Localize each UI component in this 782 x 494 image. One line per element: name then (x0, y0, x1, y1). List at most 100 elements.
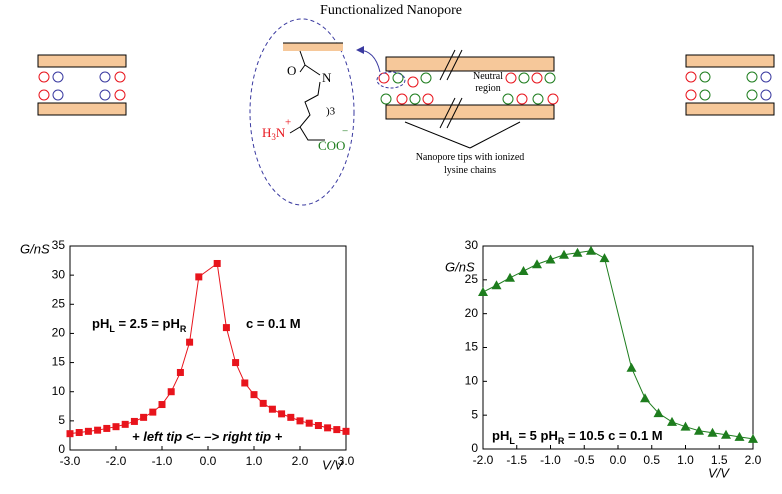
atom-part: H (262, 125, 271, 140)
annotation: + left tip <– –> right tip + (132, 429, 283, 444)
marker (707, 427, 718, 437)
charges (38, 71, 126, 101)
annotation-part: c = 0.1 M (246, 316, 301, 331)
plot-frame (482, 245, 754, 450)
y-tick-label: 5 (471, 407, 478, 421)
marker (241, 379, 249, 387)
marker (342, 427, 350, 435)
marker (305, 419, 313, 427)
y-tick-label: 0 (58, 442, 65, 456)
x-tick-label: 3.0 (338, 454, 355, 468)
marker (176, 368, 184, 376)
annotation-part: L (109, 324, 115, 334)
marker (586, 245, 596, 255)
marker (222, 324, 230, 332)
x-tick-label: -3.0 (60, 454, 81, 468)
charges (699, 71, 758, 101)
y-tick-label: 10 (465, 374, 479, 388)
annotation-part: pH (492, 428, 509, 443)
annotation-part: R (558, 436, 565, 446)
marker (296, 417, 304, 425)
bonds (283, 42, 343, 141)
arrowhead (356, 46, 364, 54)
annotation: c = 0.1 M (246, 316, 301, 331)
marker (213, 259, 221, 267)
annotation-part: R (180, 324, 187, 334)
label: Nanopore tips with ionized lysine chains (416, 152, 525, 176)
x-tick-label: -2.0 (473, 453, 494, 467)
label-line: lysine chains (444, 165, 496, 176)
charges (760, 71, 772, 101)
marker (268, 405, 276, 413)
atom: − (342, 126, 348, 138)
marker (158, 401, 166, 409)
y-tick-label: 5 (58, 413, 65, 427)
marker (149, 408, 157, 416)
x-tick-label: -1.0 (152, 454, 173, 468)
marker (130, 417, 138, 425)
marker (195, 273, 203, 281)
marker (75, 429, 83, 437)
pore-wall (385, 104, 555, 120)
atom: N (322, 70, 332, 85)
annotation-part: L (509, 436, 515, 446)
annotation: pHL = 5 pHR = 10.5 c = 0.1 M (492, 428, 663, 446)
annotation-part: = 2.5 = pH (115, 316, 180, 331)
marker (121, 420, 129, 428)
label-line: region (475, 83, 501, 94)
pore-wall (385, 56, 555, 72)
marker (84, 427, 92, 435)
diagram: Functionalized Nanopore (37, 3, 775, 206)
marker (94, 426, 102, 434)
marker (287, 413, 295, 421)
marker (112, 423, 120, 431)
pore-wall (283, 43, 343, 51)
atom: + (285, 117, 291, 129)
charges (685, 71, 697, 101)
atom: COO (318, 138, 345, 153)
marker (314, 422, 322, 430)
marker (478, 287, 488, 297)
marker (748, 433, 758, 443)
marker (572, 247, 583, 257)
break-mark (439, 49, 456, 81)
marker (333, 426, 341, 434)
marker (66, 430, 74, 438)
pore-wall (685, 54, 775, 68)
marker (505, 272, 515, 282)
marker (278, 410, 286, 418)
plot: 0 5 10 15 20 25 30 -2.0 -1.5 -1.0 -0.5 0.0 0.5 1.0 1.5… (445, 238, 762, 480)
y-axis-label: G/nS (20, 241, 50, 256)
x-tick-label: 1.5 (711, 453, 728, 467)
marker (532, 259, 542, 269)
pore-wall (37, 102, 127, 116)
atom: O (287, 63, 296, 78)
charges (52, 71, 111, 101)
marker (518, 266, 529, 276)
y-tick-label: 0 (471, 441, 478, 455)
marker (680, 421, 691, 431)
y-tick-label: 15 (52, 355, 66, 369)
atom: )3 (326, 106, 336, 118)
marker (491, 280, 502, 290)
x-tick-label: 0.5 (643, 453, 660, 467)
atom-part: N (276, 125, 286, 140)
marker (232, 359, 240, 367)
marker (694, 425, 704, 435)
y-tick-label: 15 (465, 340, 479, 354)
marker (167, 388, 175, 396)
y-tick-label: 25 (52, 296, 66, 310)
plot: 0 5 10 15 20 25 30 35 -3.0 -2.0 -1.0 0.0 1.0 2.0 3.0 G/… (20, 238, 355, 472)
label-line: Neutral (473, 71, 503, 82)
zoom-circle (249, 18, 355, 206)
pore-wall (37, 54, 127, 68)
x-tick-label: -1.5 (506, 453, 527, 467)
marker (667, 416, 677, 426)
series-line (482, 250, 754, 440)
y-tick-label: 20 (52, 326, 66, 340)
x-tick-label: 1.0 (677, 453, 694, 467)
marker (653, 408, 664, 418)
marker (140, 413, 148, 421)
annotation-part: = 5 pH (515, 428, 558, 443)
marker (640, 393, 650, 403)
